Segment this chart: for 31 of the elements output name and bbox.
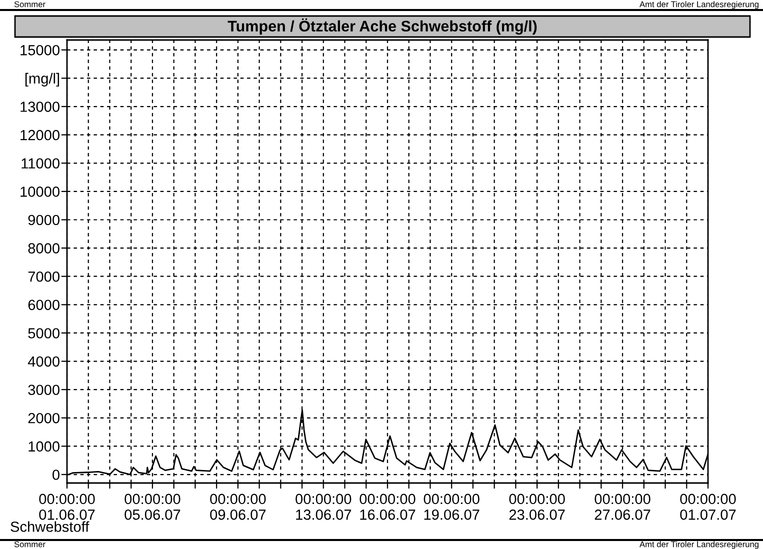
x-tick-label: 00:00:00 16.06.07	[360, 494, 416, 520]
text: Sommer	[14, 1, 46, 8]
y-tick-label: 7000	[28, 271, 60, 282]
y-tick-label: 0	[52, 470, 60, 480]
x-tick-label: 00:00:00 05.06.07	[124, 494, 180, 520]
y-tick-label: 10000	[20, 186, 60, 197]
y-tick-label: 3000	[28, 384, 60, 396]
y-tick-label: 13000	[20, 102, 60, 112]
x-tick-label: 00:00:00 13.06.07	[296, 494, 352, 520]
text: Sommer	[14, 541, 46, 548]
x-tick-label: 00:00:00 01.07.07	[680, 494, 736, 520]
y-tick-label: 11000	[22, 158, 60, 169]
x-tick-label: 00:00:00 01.06.07	[39, 494, 95, 520]
x-tick-label: 00:00:00 19.06.07	[424, 494, 480, 520]
y-tick-label: 9000	[28, 214, 60, 226]
y-tick-label: 5000	[28, 328, 60, 338]
y-tick-label: 6000	[28, 300, 60, 310]
x-tick-label: 00:00:00 27.06.07	[594, 494, 650, 520]
y-tick-label: 12000	[20, 130, 60, 140]
y-tick-label: 1000	[28, 441, 60, 452]
text: Schwebstoff	[10, 521, 90, 532]
y-tick-label: 15000	[20, 45, 60, 56]
text: Amt der Tiroler Landesregierung	[640, 1, 758, 9]
x-tick-label: 00:00:00 23.06.07	[509, 494, 565, 520]
y-tick-label: [mg/l]	[25, 72, 60, 87]
y-tick-label: 4000	[28, 356, 60, 367]
text: Amt der Tiroler Landesregierung	[640, 541, 758, 549]
y-tick-label: 2000	[28, 412, 60, 424]
chart-title: Tumpen / Ötztaler Ache Schwebstoff (mg/l)	[228, 18, 537, 35]
y-tick-label: 8000	[28, 243, 60, 254]
x-tick-label: 00:00:00 09.06.07	[210, 494, 266, 520]
